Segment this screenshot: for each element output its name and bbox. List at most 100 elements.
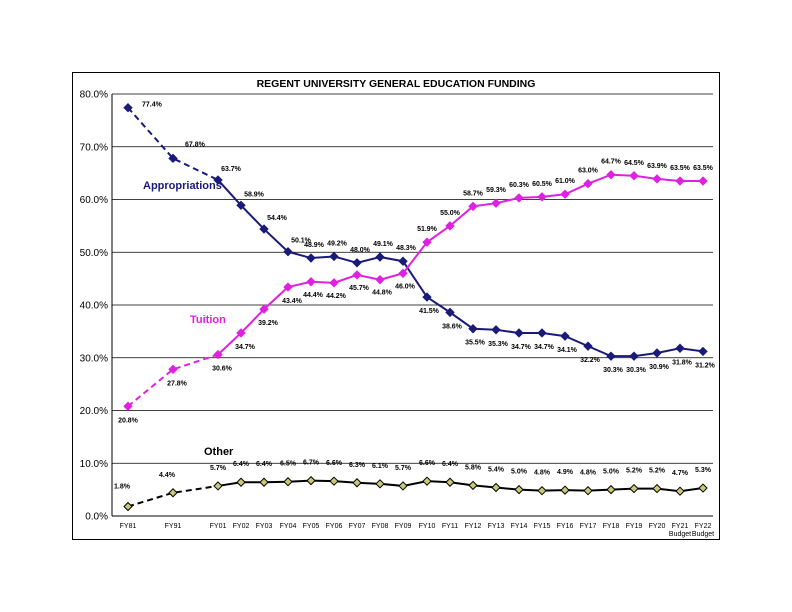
x-tick-label: FY10 [419, 523, 436, 530]
data-label: 43.4% [282, 298, 303, 305]
data-label: 64.7% [601, 159, 622, 166]
data-point-marker [168, 153, 178, 164]
data-point-marker [675, 176, 685, 186]
data-label: 54.4% [267, 215, 288, 222]
data-label: 6.6% [326, 460, 343, 467]
series-name: Appropriations [143, 180, 222, 192]
x-tick-label: FY81 [120, 523, 137, 530]
series-line [217, 479, 704, 493]
data-point-marker [398, 268, 408, 279]
data-label: 5.7% [395, 465, 412, 472]
x-tick-label: FY14 [511, 523, 528, 530]
series-line [217, 179, 704, 358]
data-point-marker [560, 485, 570, 495]
data-label: 31.2% [695, 362, 716, 369]
data-point-marker [352, 270, 362, 280]
x-tick-label: FY06 [326, 523, 343, 530]
x-tick-label: FY01 [210, 523, 227, 530]
data-point-marker [652, 483, 662, 494]
data-point-marker [329, 476, 339, 486]
data-label: 5.3% [695, 467, 712, 474]
data-point-marker [583, 485, 593, 496]
data-label: 60.3% [509, 182, 530, 189]
data-label: 48.3% [396, 245, 417, 252]
data-label: 30.3% [603, 367, 624, 374]
data-point-marker [375, 479, 385, 489]
y-tick-label: 50.0% [80, 248, 108, 259]
data-point-marker [213, 175, 223, 185]
data-point-marker [675, 343, 685, 353]
data-point-marker [675, 486, 685, 496]
data-point-marker [352, 478, 362, 488]
data-point-marker [422, 292, 432, 302]
data-label: 59.3% [486, 187, 507, 194]
data-point-marker [123, 401, 133, 411]
data-label: 27.8% [167, 380, 188, 387]
data-label: 46.0% [395, 283, 416, 290]
data-label: 30.3% [626, 367, 647, 374]
data-label: 6.1% [372, 463, 389, 470]
data-label: 34.7% [235, 344, 256, 351]
data-label: 35.3% [488, 341, 509, 348]
x-tick-label: FY07 [349, 523, 366, 530]
y-tick-label: 60.0% [80, 195, 108, 206]
data-label: 6.4% [256, 461, 273, 468]
data-label: 58.7% [463, 190, 484, 197]
y-axis-ticks: 0.0% 10.0% 20.0% 30.0% 40.0% 50.0% 60.0% 70.0% 8… [80, 90, 108, 523]
data-label: 31.8% [672, 359, 693, 366]
data-point-marker [491, 198, 501, 208]
data-label: 30.9% [649, 364, 670, 371]
data-point-marker [698, 483, 708, 493]
data-label: 5.7% [210, 465, 227, 472]
data-label: 6.4% [442, 461, 459, 468]
data-point-marker [698, 176, 708, 186]
x-tick-label: FY05 [303, 523, 320, 530]
x-tick-label: FY09 [395, 523, 412, 530]
data-label: 5.0% [511, 469, 528, 476]
data-point-marker [445, 307, 455, 318]
data-label: 20.8% [118, 417, 139, 424]
data-point-marker [468, 201, 478, 212]
data-point-marker [514, 193, 524, 203]
data-point-marker [606, 484, 616, 495]
x-tick-label: FY02 [233, 523, 250, 530]
y-tick-label: 70.0% [80, 142, 108, 153]
data-label: 4.9% [557, 469, 574, 476]
data-point-marker [629, 351, 639, 361]
data-label: 58.9% [244, 191, 265, 198]
data-label: 4.8% [580, 470, 597, 477]
data-point-marker [491, 325, 501, 335]
data-point-marker [236, 200, 246, 211]
data-point-marker [468, 324, 478, 334]
data-point-marker [629, 171, 639, 181]
y-tick-label: 30.0% [80, 353, 108, 364]
data-point-marker [629, 483, 639, 494]
data-label: 39.2% [258, 320, 279, 327]
data-point-marker [283, 477, 293, 487]
data-label: 5.2% [649, 468, 666, 475]
y-tick-label: 80.0% [80, 90, 108, 101]
data-label: 44.8% [372, 290, 393, 297]
data-point-marker [306, 277, 316, 287]
data-point-marker [537, 485, 547, 496]
data-point-marker [329, 278, 339, 288]
series-lines [127, 107, 704, 508]
data-point-marker [606, 170, 616, 180]
data-point-marker [123, 501, 133, 512]
y-tick-label: 0.0% [85, 512, 108, 523]
data-label: 4.8% [534, 470, 551, 477]
data-point-marker [583, 341, 593, 351]
chart-title: REGENT UNIVERSITY GENERAL EDUCATION FUND… [256, 78, 536, 90]
x-tick-label: FY20 [649, 523, 666, 530]
x-tick-label: FY03 [256, 523, 273, 530]
data-point-marker [236, 477, 246, 487]
data-point-marker [468, 480, 478, 491]
data-label: 63.7% [221, 166, 242, 173]
y-tick-label: 40.0% [80, 301, 108, 312]
x-tick-sublabel: Budget [669, 531, 691, 538]
data-point-marker [213, 481, 223, 491]
data-label: 60.5% [532, 181, 553, 188]
data-point-marker [537, 192, 547, 202]
data-point-marker [445, 221, 455, 231]
data-label: 49.2% [327, 240, 348, 247]
